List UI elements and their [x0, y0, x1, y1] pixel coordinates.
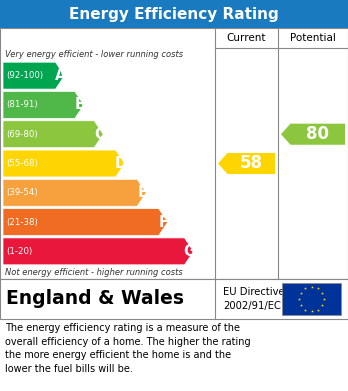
Text: G: G: [183, 244, 196, 259]
Text: (55-68): (55-68): [6, 159, 38, 168]
Text: England & Wales: England & Wales: [6, 289, 184, 308]
Text: F: F: [159, 215, 169, 230]
Text: A: A: [55, 68, 66, 83]
Text: Very energy efficient - lower running costs: Very energy efficient - lower running co…: [5, 50, 183, 59]
Text: Potential: Potential: [290, 33, 335, 43]
Polygon shape: [3, 179, 146, 206]
Text: Energy Efficiency Rating: Energy Efficiency Rating: [69, 7, 279, 22]
Text: (21-38): (21-38): [6, 217, 38, 226]
Text: D: D: [114, 156, 127, 171]
Text: B: B: [74, 97, 85, 113]
Polygon shape: [281, 124, 345, 145]
Text: The energy efficiency rating is a measure of the
overall efficiency of a home. T: The energy efficiency rating is a measur…: [5, 323, 251, 374]
Text: Current: Current: [227, 33, 266, 43]
Text: E: E: [137, 185, 147, 200]
Text: (1-20): (1-20): [6, 247, 32, 256]
Bar: [0, 28, 348, 279]
Text: (69-80): (69-80): [6, 130, 38, 139]
Text: Not energy efficient - higher running costs: Not energy efficient - higher running co…: [5, 268, 183, 277]
Text: EU Directive
2002/91/EC: EU Directive 2002/91/EC: [223, 287, 285, 310]
Polygon shape: [3, 121, 103, 148]
Polygon shape: [3, 238, 193, 265]
Bar: [0, 0, 348, 28]
Polygon shape: [3, 62, 64, 89]
Polygon shape: [3, 209, 168, 235]
Text: 58: 58: [240, 154, 263, 172]
Text: (39-54): (39-54): [6, 188, 38, 197]
Bar: [0, 279, 348, 319]
Text: 80: 80: [306, 125, 329, 143]
Text: (92-100): (92-100): [6, 71, 43, 80]
Polygon shape: [218, 153, 275, 174]
Text: (81-91): (81-91): [6, 100, 38, 109]
Polygon shape: [3, 150, 125, 177]
Text: C: C: [94, 127, 104, 142]
Polygon shape: [3, 91, 84, 118]
Bar: [282, 283, 341, 315]
